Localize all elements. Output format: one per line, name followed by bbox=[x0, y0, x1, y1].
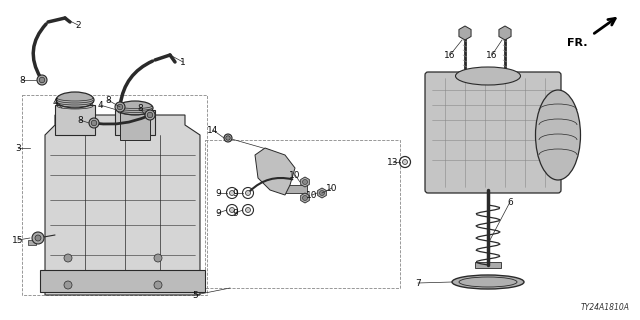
Text: 8: 8 bbox=[77, 116, 83, 124]
Circle shape bbox=[117, 104, 123, 110]
Bar bbox=[120, 105, 150, 140]
FancyArrowPatch shape bbox=[250, 178, 292, 191]
Text: 7: 7 bbox=[415, 278, 421, 287]
Text: 5: 5 bbox=[192, 291, 198, 300]
Text: 6: 6 bbox=[507, 197, 513, 206]
FancyBboxPatch shape bbox=[425, 72, 561, 193]
Text: 13: 13 bbox=[387, 157, 399, 166]
Circle shape bbox=[226, 136, 230, 140]
Bar bbox=[28, 240, 36, 245]
Circle shape bbox=[64, 254, 72, 262]
Circle shape bbox=[35, 235, 41, 241]
Polygon shape bbox=[115, 110, 155, 135]
Circle shape bbox=[319, 190, 324, 196]
Ellipse shape bbox=[456, 67, 520, 85]
Text: 16: 16 bbox=[444, 51, 456, 60]
Text: 9: 9 bbox=[215, 188, 221, 197]
Bar bbox=[60, 100, 90, 140]
Text: 10: 10 bbox=[289, 171, 301, 180]
Circle shape bbox=[230, 207, 234, 212]
Text: 4: 4 bbox=[97, 100, 103, 109]
Text: 9: 9 bbox=[232, 209, 238, 218]
FancyArrowPatch shape bbox=[33, 24, 46, 78]
FancyArrowPatch shape bbox=[120, 61, 152, 104]
Text: 16: 16 bbox=[486, 51, 498, 60]
Text: 1: 1 bbox=[180, 58, 186, 67]
Circle shape bbox=[89, 118, 99, 128]
Ellipse shape bbox=[117, 101, 153, 115]
Circle shape bbox=[115, 102, 125, 112]
Text: 2: 2 bbox=[75, 20, 81, 29]
Circle shape bbox=[246, 207, 250, 212]
Ellipse shape bbox=[56, 92, 94, 108]
Ellipse shape bbox=[536, 90, 580, 180]
Text: 15: 15 bbox=[12, 236, 24, 244]
Bar bbox=[40, 270, 205, 292]
Circle shape bbox=[224, 134, 232, 142]
Text: 9: 9 bbox=[232, 188, 238, 197]
Bar bbox=[475, 262, 501, 268]
Circle shape bbox=[230, 190, 234, 196]
Text: FR.: FR. bbox=[568, 38, 588, 48]
Circle shape bbox=[92, 120, 97, 126]
Text: TY24A1810A: TY24A1810A bbox=[581, 303, 630, 312]
Polygon shape bbox=[255, 148, 295, 195]
Text: 8: 8 bbox=[19, 76, 25, 84]
Text: 9: 9 bbox=[215, 209, 221, 218]
Polygon shape bbox=[55, 105, 95, 135]
Circle shape bbox=[246, 190, 250, 196]
Text: 3: 3 bbox=[15, 143, 21, 153]
Circle shape bbox=[39, 77, 45, 83]
Circle shape bbox=[154, 254, 162, 262]
Text: 8: 8 bbox=[137, 103, 143, 113]
Bar bbox=[285, 185, 307, 193]
Circle shape bbox=[154, 281, 162, 289]
Circle shape bbox=[403, 159, 408, 164]
Text: 4: 4 bbox=[52, 98, 58, 107]
Text: 14: 14 bbox=[207, 125, 219, 134]
Circle shape bbox=[303, 180, 307, 185]
Polygon shape bbox=[45, 115, 200, 295]
Circle shape bbox=[145, 110, 155, 120]
FancyArrowPatch shape bbox=[97, 116, 147, 124]
Circle shape bbox=[32, 232, 44, 244]
Text: 10: 10 bbox=[307, 190, 317, 199]
Circle shape bbox=[303, 196, 307, 201]
Circle shape bbox=[37, 75, 47, 85]
Ellipse shape bbox=[452, 275, 524, 289]
Text: 8: 8 bbox=[105, 95, 111, 105]
Text: 10: 10 bbox=[326, 183, 338, 193]
Bar bbox=[22, 95, 207, 295]
Circle shape bbox=[147, 112, 153, 118]
Bar bbox=[205, 140, 400, 288]
Circle shape bbox=[64, 281, 72, 289]
